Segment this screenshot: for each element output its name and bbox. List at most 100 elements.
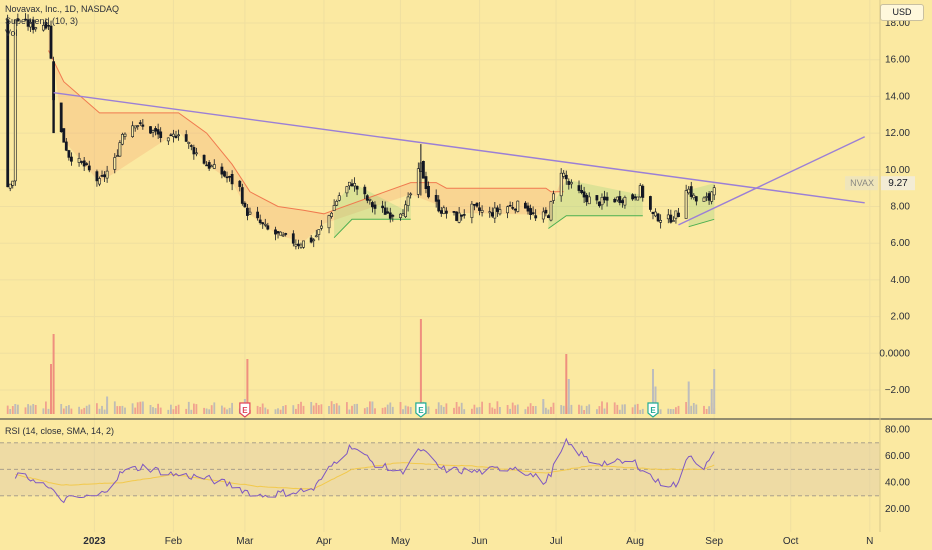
candle-body xyxy=(327,215,331,229)
volume-bar xyxy=(506,405,509,414)
rsi-label[interactable]: RSI (14, close, SMA, 14, 2) xyxy=(5,426,115,436)
volume-spike xyxy=(565,354,568,414)
supertrend xyxy=(48,23,715,242)
candle-body xyxy=(138,122,142,124)
volume-bar xyxy=(124,407,126,414)
candle-body xyxy=(669,214,673,223)
currency-button[interactable]: USD xyxy=(880,4,924,21)
volume-bar xyxy=(389,402,392,414)
volume-bar xyxy=(409,407,412,414)
volume-bar xyxy=(119,406,121,414)
date-tick-label: Aug xyxy=(626,536,644,547)
volume-spike xyxy=(567,379,570,414)
candle-body xyxy=(77,158,81,163)
candle-body xyxy=(383,207,387,215)
date-tick-label: Mar xyxy=(236,536,254,547)
candle-body xyxy=(569,182,573,185)
volume-bar xyxy=(478,407,481,414)
candle-body xyxy=(184,134,188,142)
date-tick-label: 2023 xyxy=(83,536,106,547)
volume-bar xyxy=(453,407,455,414)
volume-bar xyxy=(669,409,672,414)
candle-body xyxy=(49,25,53,59)
candle-body xyxy=(623,197,627,206)
price-tick-label: 2.00 xyxy=(891,312,911,323)
volume-bar xyxy=(177,404,180,414)
candle-body xyxy=(546,215,550,219)
earnings-marker xyxy=(647,402,659,418)
candle-body xyxy=(70,156,73,162)
candle-body xyxy=(404,204,408,218)
volume-bar xyxy=(705,409,708,414)
supertrend-label[interactable]: Supertrend (10, 3) xyxy=(5,16,79,26)
candle-body xyxy=(296,243,300,246)
earnings-marker-label: E xyxy=(242,406,248,415)
volume-bar xyxy=(516,404,519,414)
volume-bar xyxy=(282,406,284,414)
candle-body xyxy=(478,207,481,211)
candle-body xyxy=(294,244,298,247)
volume-bar xyxy=(499,407,501,414)
volume-bar xyxy=(152,407,154,414)
candle-body xyxy=(13,19,17,182)
volume-bar xyxy=(363,408,366,414)
volume-bar xyxy=(583,410,585,414)
volume-bar xyxy=(266,409,269,414)
volume-bar xyxy=(42,408,45,414)
volume-bar xyxy=(588,404,591,414)
volume-label[interactable]: Vol xyxy=(5,28,18,38)
rsi-tick-label: 60.00 xyxy=(885,451,910,462)
candle-body xyxy=(52,92,55,134)
candle-body xyxy=(488,211,492,214)
volume-bar xyxy=(606,402,608,414)
volume-bar xyxy=(101,405,103,414)
volume-bar xyxy=(223,407,226,414)
candle-body xyxy=(319,225,323,229)
volume-bar xyxy=(603,408,606,414)
candle-body xyxy=(223,171,226,177)
candle-body xyxy=(44,21,48,29)
volume-bar xyxy=(445,403,448,414)
candle-body xyxy=(238,180,242,187)
volume-bar xyxy=(667,408,670,414)
symbol-title[interactable]: Novavax, Inc., 1D, NASDAQ xyxy=(5,4,120,14)
volume-bar xyxy=(295,408,297,414)
volume-bar xyxy=(624,404,626,414)
volume-bar xyxy=(32,404,35,414)
volume-bar xyxy=(639,409,642,414)
volume-spike xyxy=(246,359,249,414)
volume-bar xyxy=(134,407,137,414)
price-tick-label: 0.0000 xyxy=(879,348,910,359)
candle-body xyxy=(82,160,86,167)
rsi-sma-line xyxy=(15,462,715,490)
candle-body xyxy=(434,195,438,202)
candle-body xyxy=(353,183,357,187)
price-tag-box xyxy=(881,176,915,191)
candle-body xyxy=(442,207,446,214)
volume-bar xyxy=(193,403,195,414)
volume-bar xyxy=(562,405,565,414)
volume-spike xyxy=(542,399,545,414)
volume-bar xyxy=(493,408,496,414)
volume-bar xyxy=(534,406,537,414)
volume-bar xyxy=(62,408,65,414)
candle-body xyxy=(534,215,538,219)
candle-body xyxy=(684,190,688,219)
candle-body xyxy=(314,235,318,238)
candle-body xyxy=(166,137,170,142)
volume-bar xyxy=(27,404,29,414)
volume-bar xyxy=(636,403,639,414)
volume-bar xyxy=(157,403,159,414)
candle-body xyxy=(508,205,512,207)
candle-body xyxy=(585,194,589,203)
price-tick-label: 14.00 xyxy=(885,91,910,102)
volume-bar xyxy=(353,404,356,414)
axes: 18.00 16.00 14.00 12.00 10.00 8.00 6.00 4.00 2.0… xyxy=(83,0,915,547)
volume-bar xyxy=(437,402,440,414)
volume-bar xyxy=(514,405,517,414)
volume-bar xyxy=(24,407,27,414)
candle-body xyxy=(355,185,359,190)
volume-bar xyxy=(256,405,259,414)
volume-bar xyxy=(384,407,387,414)
